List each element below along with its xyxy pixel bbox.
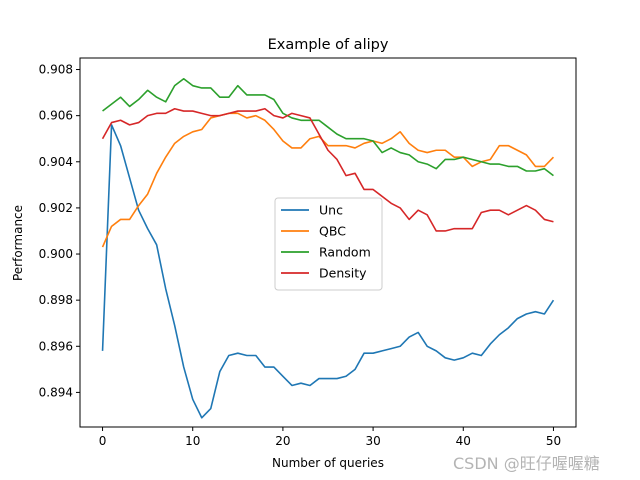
y-tick-label: 0.896: [39, 339, 73, 353]
y-tick-label: 0.900: [39, 247, 73, 261]
legend-label-random: Random: [319, 245, 371, 260]
y-tick-label: 0.902: [39, 201, 73, 215]
x-tick-label: 30: [365, 434, 380, 448]
legend-label-density: Density: [319, 266, 367, 281]
y-tick-label: 0.908: [39, 63, 73, 77]
x-tick-label: 0: [99, 434, 107, 448]
x-axis-label: Number of queries: [272, 456, 384, 470]
legend-box: [274, 197, 383, 291]
legend-label-unc: Unc: [319, 203, 343, 218]
x-axis-ticks: 0 10 20 30 40 50: [99, 427, 561, 448]
chart-title: Example of alipy: [268, 37, 389, 53]
legend: Unc QBC Random Density: [274, 197, 383, 291]
y-axis-label: Performance: [11, 205, 25, 281]
series-line-unc: [101, 124, 555, 419]
plot-frame: [79, 57, 577, 428]
y-tick-label: 0.906: [39, 109, 73, 123]
y-tick-label: 0.898: [39, 293, 73, 307]
x-tick-label: 10: [185, 434, 200, 448]
y-tick-label: 0.894: [39, 385, 73, 399]
series-line-density: [101, 107, 554, 232]
plot-lines: [101, 77, 555, 419]
x-tick-label: 20: [275, 434, 290, 448]
x-tick-label: 40: [456, 434, 471, 448]
watermark: CSDN @旺仔喔喔糖: [453, 454, 600, 473]
y-tick-label: 0.904: [39, 155, 73, 169]
series-line-random: [102, 77, 554, 177]
series-line-qbc: [101, 112, 555, 248]
legend-label-qbc: QBC: [319, 224, 346, 239]
y-axis-ticks: 0.894 0.896 0.898 0.900 0.902 0.904 0.906 0.908: [39, 63, 80, 399]
x-tick-label: 50: [546, 434, 561, 448]
